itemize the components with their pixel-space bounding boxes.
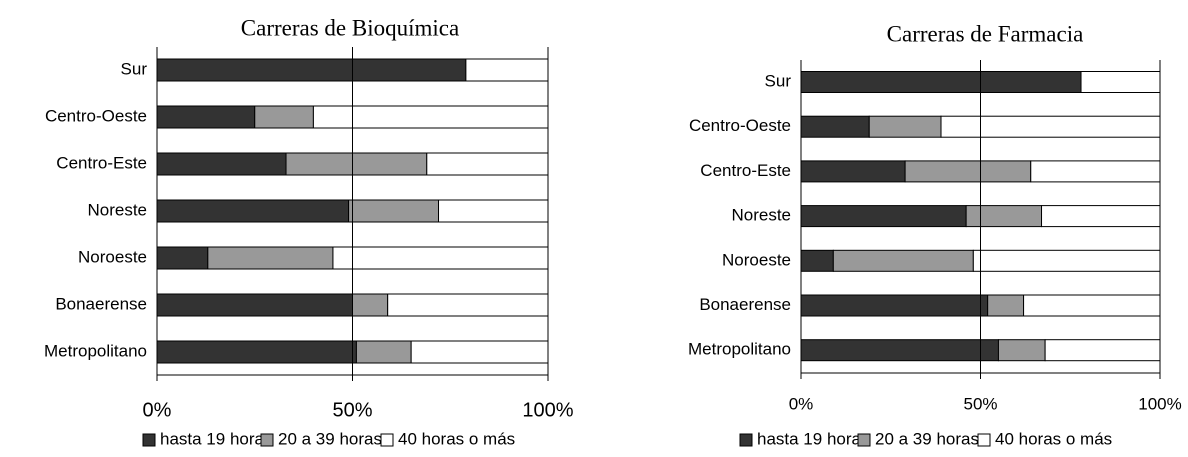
x-tick-label: 100% (1138, 394, 1181, 413)
legend-label: 40 horas o más (995, 429, 1112, 448)
chart-title: Carreras de Farmacia (887, 21, 1084, 46)
bar-segment (352, 293, 389, 317)
bar-segment (348, 199, 440, 223)
category-label: Bonaerense (55, 294, 147, 313)
bar-segment (156, 199, 350, 223)
x-tick-label: 0% (143, 399, 172, 421)
legend-label: 20 a 39 horas (278, 429, 382, 448)
legend-swatch (380, 433, 394, 447)
bar-segment (832, 249, 974, 272)
bar-segment (156, 58, 467, 82)
bar-segment (1041, 205, 1161, 228)
bar-segment (997, 339, 1046, 362)
legend-swatch (977, 433, 991, 447)
category-label: Noroeste (78, 247, 147, 266)
category-label: Noroeste (722, 250, 791, 269)
x-tick-label: 100% (522, 399, 573, 421)
bar-segment (156, 246, 209, 270)
category-label: Noreste (731, 206, 791, 225)
legend-swatch (142, 433, 156, 447)
bar-segment (1030, 160, 1161, 183)
bar-segment (987, 294, 1025, 317)
bar-segment (254, 105, 314, 129)
x-tick-label: 50% (332, 399, 372, 421)
chart-title: Carreras de Bioquímica (241, 15, 459, 40)
bar-segment (312, 105, 549, 129)
bar-segment (800, 115, 870, 138)
bar-segment (800, 160, 906, 183)
bar-segment (1044, 339, 1161, 362)
bar-segment (156, 340, 357, 364)
legend-label: 20 a 39 horas (875, 429, 979, 448)
category-label: Bonaerense (699, 295, 791, 314)
bar-segment (965, 205, 1043, 228)
category-label: Centro-Este (700, 161, 791, 180)
legend-label: hasta 19 horas (160, 429, 272, 448)
category-label: Centro-Oeste (689, 116, 791, 135)
bar-segment (800, 294, 989, 317)
bar-segment (387, 293, 549, 317)
bar-segment (800, 339, 999, 362)
bar-segment (438, 199, 549, 223)
bar-segment (410, 340, 549, 364)
bar-segment (207, 246, 334, 270)
bar-segment (904, 160, 1032, 183)
bar-segment (285, 152, 428, 176)
bar-segment (1023, 294, 1161, 317)
legend-swatch (260, 433, 274, 447)
legend-swatch (739, 433, 753, 447)
bar-segment (156, 293, 353, 317)
category-label: Noreste (87, 200, 147, 219)
bar-segment (156, 105, 256, 129)
legend-swatch (857, 433, 871, 447)
category-label: Sur (121, 59, 148, 78)
category-label: Metropolitano (44, 341, 147, 360)
x-tick-label: 50% (963, 394, 997, 413)
bar-segment (940, 115, 1161, 138)
bar-segment (972, 249, 1161, 272)
bar-segment (332, 246, 549, 270)
category-label: Centro-Este (56, 153, 147, 172)
bar-segment (355, 340, 412, 364)
category-label: Sur (765, 71, 792, 90)
bar-segment (156, 152, 287, 176)
bar-segment (868, 115, 942, 138)
x-tick-label: 0% (789, 394, 814, 413)
legend-label: hasta 19 horas (757, 429, 869, 448)
category-label: Centro-Oeste (45, 106, 147, 125)
bar-segment (465, 58, 549, 82)
bar-segment (800, 71, 1082, 93)
bar-segment (800, 249, 834, 272)
category-label: Metropolitano (688, 340, 791, 359)
bar-segment (800, 205, 967, 228)
bar-segment (426, 152, 549, 176)
legend-label: 40 horas o más (398, 429, 515, 448)
bar-segment (1080, 71, 1161, 93)
